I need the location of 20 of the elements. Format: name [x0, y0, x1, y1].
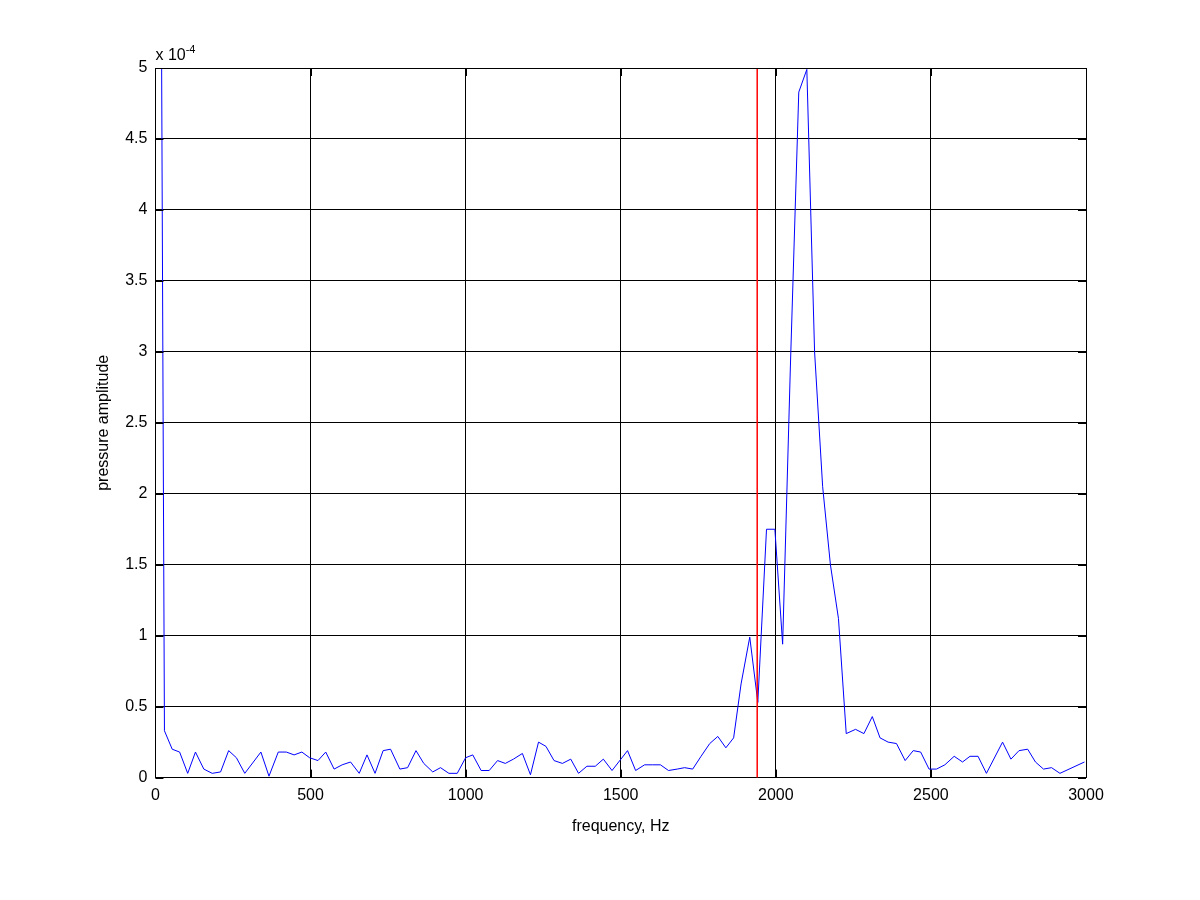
y-tick-label: 2	[138, 484, 148, 502]
y-tick-label: 0.5	[125, 697, 148, 715]
y-tick-label: 1	[138, 626, 148, 644]
x-tick-label: 2500	[913, 785, 949, 803]
x-axis-title: frequency, Hz	[571, 816, 670, 834]
x-tick-label: 500	[297, 785, 324, 803]
x-tick-label: 1000	[447, 785, 484, 803]
y-tick-label: 3	[138, 342, 148, 360]
x-tick-label: 3000	[1068, 785, 1104, 803]
x-tick-label: 2000	[758, 785, 794, 803]
x-tick-label: 0	[150, 785, 160, 803]
y-axis-title: pressure amplitude	[94, 354, 112, 491]
y-tick-label: 0	[138, 768, 148, 786]
y-tick-label: 1.5	[125, 555, 148, 573]
y-tick-label: 4	[138, 200, 148, 218]
y-tick-label: 3.5	[125, 271, 148, 289]
y-tick-label: 5	[138, 58, 148, 76]
y-tick-label: 4.5	[125, 129, 148, 147]
x-tick-label: 1500	[602, 785, 639, 803]
y-tick-label: 2.5	[125, 413, 148, 431]
